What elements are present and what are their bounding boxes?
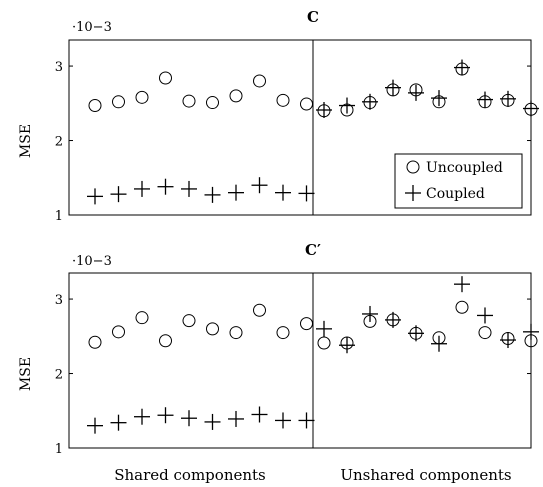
coupled-point <box>477 307 493 324</box>
y-ticks: 1 2 3 <box>55 60 531 224</box>
uncoupled-point <box>135 311 149 325</box>
uncoupled-point <box>159 334 172 348</box>
panel-c: C ·10−3 MSE 1 2 3 Uncoupled Coupled <box>18 8 539 224</box>
x-label-unshared: Unshared components <box>340 466 511 484</box>
uncoupled-point <box>159 71 172 85</box>
coupled-point <box>339 97 355 114</box>
x-label-shared: Shared components <box>114 466 266 484</box>
uncoupled-point <box>253 303 266 317</box>
coupled-point <box>298 412 315 429</box>
legend: Uncoupled Coupled <box>394 153 523 209</box>
y-multiplier: ·10−3 <box>72 254 112 269</box>
coupled-point <box>362 305 378 322</box>
coupled-point <box>362 93 378 110</box>
uncoupled-point <box>478 326 492 340</box>
y-axis-label: MSE <box>18 124 34 158</box>
y-tick-label: 1 <box>55 209 63 224</box>
data-marks <box>87 276 539 434</box>
uncoupled-point <box>455 300 469 314</box>
coupled-point <box>500 90 516 107</box>
uncoupled-point <box>182 314 196 328</box>
panel-title: C <box>307 8 319 26</box>
coupled-point <box>385 311 401 328</box>
coupled-point <box>454 59 470 76</box>
coupled-point <box>181 180 197 197</box>
coupled-point <box>523 323 539 340</box>
coupled-point <box>134 180 150 197</box>
uncoupled-point <box>276 93 290 107</box>
uncoupled-point <box>88 335 102 349</box>
legend-coupled-label: Coupled <box>426 186 485 202</box>
coupled-point <box>87 188 103 205</box>
coupled-point <box>157 407 174 424</box>
coupled-point <box>251 406 268 423</box>
coupled-point <box>523 100 539 117</box>
coupled-point <box>251 177 268 194</box>
uncoupled-point <box>112 325 125 339</box>
coupled-point <box>339 337 355 354</box>
coupled-point <box>316 320 332 337</box>
coupled-point <box>275 412 291 429</box>
panel-title: C′ <box>305 241 321 259</box>
uncoupled-point <box>182 94 196 108</box>
coupled-point <box>408 84 424 101</box>
plot-frame <box>68 39 532 216</box>
legend-box <box>394 153 523 209</box>
y-multiplier: ·10−3 <box>72 20 112 35</box>
y-tick-label: 2 <box>55 368 63 383</box>
uncoupled-point <box>276 326 290 340</box>
coupled-point <box>228 410 244 427</box>
y-tick-label: 3 <box>55 60 63 75</box>
coupled-point <box>110 186 127 203</box>
coupled-point <box>275 184 291 201</box>
coupled-point <box>454 276 470 293</box>
uncoupled-point <box>300 97 313 111</box>
uncoupled-point <box>229 326 243 340</box>
uncoupled-point <box>317 336 331 350</box>
uncoupled-point <box>206 96 219 110</box>
y-ticks: 1 2 3 <box>55 293 531 457</box>
coupled-point <box>110 414 127 431</box>
uncoupled-point <box>112 95 125 109</box>
data-marks <box>87 59 539 205</box>
coupled-point <box>228 184 244 201</box>
y-tick-label: 1 <box>55 442 63 457</box>
coupled-point <box>157 178 174 195</box>
uncoupled-point <box>253 74 266 88</box>
uncoupled-point <box>135 90 149 104</box>
y-tick-label: 2 <box>55 135 63 150</box>
y-axis-label: MSE <box>18 357 34 391</box>
coupled-point <box>87 417 103 434</box>
coupled-point <box>431 90 447 107</box>
coupled-point <box>477 91 493 108</box>
legend-uncoupled-marker <box>406 160 420 174</box>
uncoupled-point <box>88 99 102 113</box>
coupled-point <box>181 410 197 427</box>
coupled-point <box>408 325 424 342</box>
uncoupled-point <box>206 322 219 336</box>
plot-frame <box>68 272 532 449</box>
uncoupled-point <box>229 89 243 103</box>
coupled-point <box>385 79 401 96</box>
coupled-point <box>204 186 221 203</box>
uncoupled-point <box>300 317 313 331</box>
coupled-point <box>298 185 315 202</box>
coupled-point <box>204 413 221 430</box>
coupled-point <box>316 102 332 118</box>
y-tick-label: 3 <box>55 293 63 308</box>
coupled-point <box>431 335 447 352</box>
coupled-point <box>500 332 516 349</box>
panel-c-prime: C′ ·10−3 MSE 1 2 3 <box>18 241 539 457</box>
coupled-point <box>134 408 150 425</box>
legend-uncoupled-label: Uncoupled <box>426 160 503 176</box>
